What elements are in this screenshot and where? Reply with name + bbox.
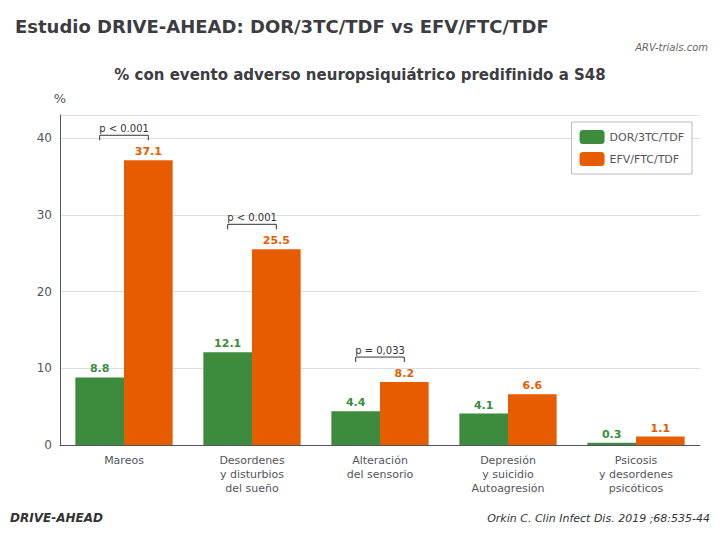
svg-text:10: 10 — [37, 361, 52, 375]
svg-text:psicóticos: psicóticos — [609, 482, 664, 495]
svg-text:y suicidio: y suicidio — [482, 468, 534, 481]
svg-text:% con evento adverso neuropsiq: % con evento adverso neuropsiquiátrico p… — [114, 66, 605, 84]
svg-text:20: 20 — [37, 285, 52, 299]
svg-text:del sensorio: del sensorio — [347, 468, 414, 481]
svg-text:y desordenes: y desordenes — [599, 468, 673, 481]
svg-text:12.1: 12.1 — [214, 337, 241, 350]
svg-text:0: 0 — [44, 438, 52, 452]
svg-text:Autoagresión: Autoagresión — [472, 482, 545, 495]
svg-text:6.6: 6.6 — [523, 379, 543, 392]
svg-text:y disturbios: y disturbios — [220, 468, 284, 481]
svg-text:Orkin C. Clin Infect Dis. 2019: Orkin C. Clin Infect Dis. 2019 ;68:535-4… — [487, 512, 710, 525]
svg-text:Alteración: Alteración — [352, 454, 408, 467]
svg-text:Estudio DRIVE-AHEAD: DOR/3TC/T: Estudio DRIVE-AHEAD: DOR/3TC/TDF vs EFV/… — [15, 16, 549, 37]
svg-text:del sueño: del sueño — [225, 482, 279, 495]
svg-text:ARV-trials.com: ARV-trials.com — [634, 42, 708, 53]
svg-text:%: % — [54, 91, 66, 106]
svg-text:40: 40 — [37, 131, 52, 145]
svg-text:EFV/FTC/TDF: EFV/FTC/TDF — [610, 153, 680, 166]
svg-text:Depresión: Depresión — [480, 454, 536, 467]
svg-text:p = 0,033: p = 0,033 — [355, 345, 405, 356]
svg-text:Psicosis: Psicosis — [615, 454, 658, 467]
svg-text:8.2: 8.2 — [395, 367, 415, 380]
svg-text:4.4: 4.4 — [346, 396, 366, 409]
svg-text:Mareos: Mareos — [104, 454, 144, 467]
svg-text:0.3: 0.3 — [602, 428, 622, 441]
svg-text:p < 0.001: p < 0.001 — [99, 123, 149, 134]
svg-text:Desordenes: Desordenes — [219, 454, 285, 467]
svg-text:8.8: 8.8 — [90, 362, 110, 375]
svg-text:25.5: 25.5 — [263, 234, 290, 247]
svg-text:1.1: 1.1 — [651, 422, 671, 435]
svg-text:37.1: 37.1 — [135, 145, 162, 158]
svg-text:DRIVE-AHEAD: DRIVE-AHEAD — [10, 511, 103, 525]
svg-text:DOR/3TC/TDF: DOR/3TC/TDF — [610, 131, 684, 144]
svg-text:p < 0.001: p < 0.001 — [227, 212, 277, 223]
svg-text:30: 30 — [37, 208, 52, 222]
svg-text:4.1: 4.1 — [474, 399, 494, 412]
